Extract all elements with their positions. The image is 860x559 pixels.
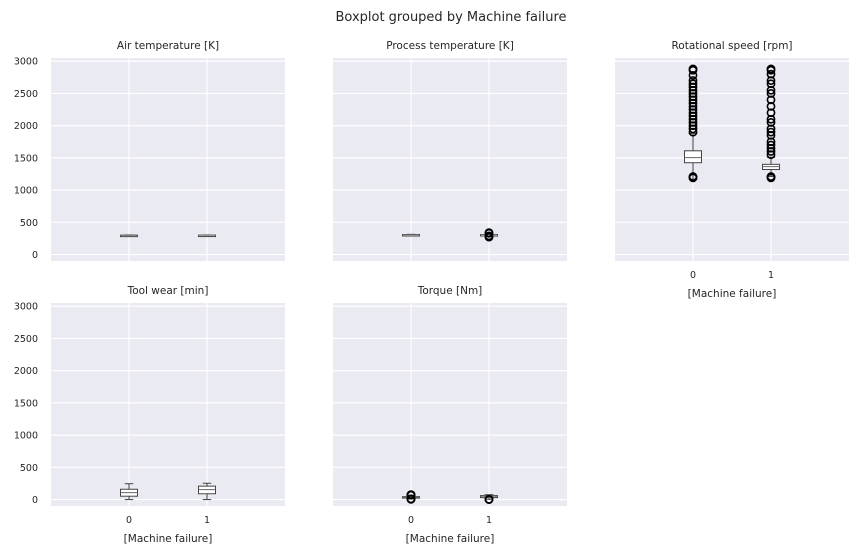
outlier-point: [406, 494, 416, 504]
outlier-point: [766, 172, 776, 181]
outlier-point: [484, 494, 494, 504]
outlier-point: [766, 69, 776, 79]
subplot-title: Process temperature [K]: [386, 40, 514, 52]
x-axis-label: [Machine failure]: [124, 533, 213, 545]
y-tick-label: 2000: [14, 366, 38, 377]
box-group: [480, 494, 498, 504]
y-tick-label: 2500: [14, 334, 38, 345]
box-group: [480, 228, 498, 242]
box-group: [198, 234, 216, 238]
plot-area: [51, 58, 285, 261]
y-tick-label: 500: [20, 463, 38, 474]
y-tick-label: 500: [20, 218, 38, 229]
y-tick-label: 2500: [14, 89, 38, 100]
subplot: 0 1 [Machine failure] Torque [Nm]: [333, 285, 567, 545]
y-tick-label: 2000: [14, 121, 38, 132]
box-group: [120, 483, 138, 501]
y-tick-label: 1000: [14, 186, 38, 197]
box-group: [762, 64, 780, 183]
outlier-point: [766, 79, 776, 89]
box-group: [402, 490, 420, 504]
outlier-point: [688, 76, 698, 85]
y-tick-label: 1500: [14, 398, 38, 409]
x-tick-label: 0: [126, 515, 132, 526]
y-tick-label: 3000: [14, 302, 38, 313]
plot-area: [51, 303, 285, 506]
outlier-point: [688, 172, 698, 181]
outlier-point: [688, 79, 698, 89]
outlier-point: [406, 490, 416, 500]
subplot-title: Torque [Nm]: [417, 285, 483, 297]
outlier-point: [688, 64, 698, 74]
outlier-point: [766, 64, 776, 74]
x-tick-label: 0: [408, 515, 414, 526]
outlier-point: [766, 140, 776, 150]
plot-area: [615, 58, 849, 261]
subplot-title: Rotational speed [rpm]: [671, 40, 792, 52]
subplot: 0 500 1000 1500 2000 2500 3000 0 1 [Machine failu…: [14, 285, 285, 545]
outlier-point: [766, 127, 776, 137]
box-group: [402, 233, 420, 237]
y-tick-label: 1500: [14, 153, 38, 164]
figure-title: Boxplot grouped by Machine failure: [335, 10, 566, 25]
box-group: [684, 64, 702, 183]
subplot-title: Tool wear [min]: [127, 285, 209, 297]
plot-area: [333, 303, 567, 506]
outlier-point: [766, 118, 776, 127]
x-tick-label: 1: [768, 270, 774, 281]
subplot: 0 500 1000 1500 2000 2500 3000 Air temperature …: [14, 40, 285, 261]
box-group: [198, 482, 216, 501]
y-tick-label: 1000: [14, 431, 38, 442]
y-tick-label: 3000: [14, 57, 38, 68]
outlier-point: [766, 89, 776, 98]
x-tick-label: 1: [486, 515, 492, 526]
x-axis-label: [Machine failure]: [688, 288, 777, 300]
plot-area: [333, 58, 567, 261]
outlier-point: [484, 228, 494, 238]
outlier-point: [484, 231, 494, 241]
x-axis-label: [Machine failure]: [406, 533, 495, 545]
subplot: Process temperature [K]: [333, 40, 567, 261]
subplot-title: Air temperature [K]: [117, 40, 219, 52]
box-group: [120, 234, 138, 238]
y-tick-label: 0: [32, 250, 38, 261]
iqr-box: [684, 150, 702, 164]
x-tick-label: 1: [204, 515, 210, 526]
subplot: 0 1 [Machine failure] Rotational speed [rpm…: [615, 40, 849, 300]
x-tick-label: 0: [690, 270, 696, 281]
y-tick-label: 0: [32, 495, 38, 506]
